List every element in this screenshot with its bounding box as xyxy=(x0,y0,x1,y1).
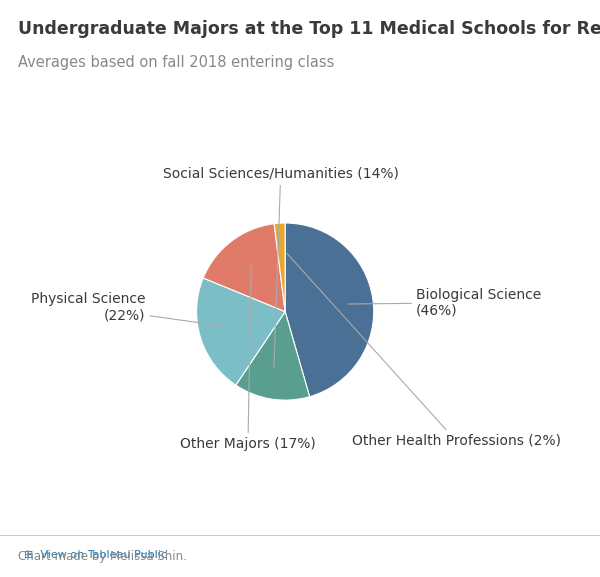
Wedge shape xyxy=(197,278,285,385)
Text: Biological Science
(46%): Biological Science (46%) xyxy=(347,287,541,318)
Wedge shape xyxy=(203,224,285,312)
Wedge shape xyxy=(274,223,285,312)
Text: Other Majors (17%): Other Majors (17%) xyxy=(180,264,316,451)
Wedge shape xyxy=(236,312,310,400)
Text: Averages based on fall 2018 entering class: Averages based on fall 2018 entering cla… xyxy=(18,55,334,70)
Text: Physical Science
(22%): Physical Science (22%) xyxy=(31,292,224,326)
Text: ⊞  View on Tableau Public: ⊞ View on Tableau Public xyxy=(24,550,167,560)
Text: Undergraduate Majors at the Top 11 Medical Schools for Research: Undergraduate Majors at the Top 11 Medic… xyxy=(18,20,600,38)
Text: Other Health Professions (2%): Other Health Professions (2%) xyxy=(287,253,560,448)
Wedge shape xyxy=(285,223,374,397)
Text: Chart made by Melissa Shin.: Chart made by Melissa Shin. xyxy=(18,549,187,563)
Text: Social Sciences/Humanities (14%): Social Sciences/Humanities (14%) xyxy=(163,167,398,368)
